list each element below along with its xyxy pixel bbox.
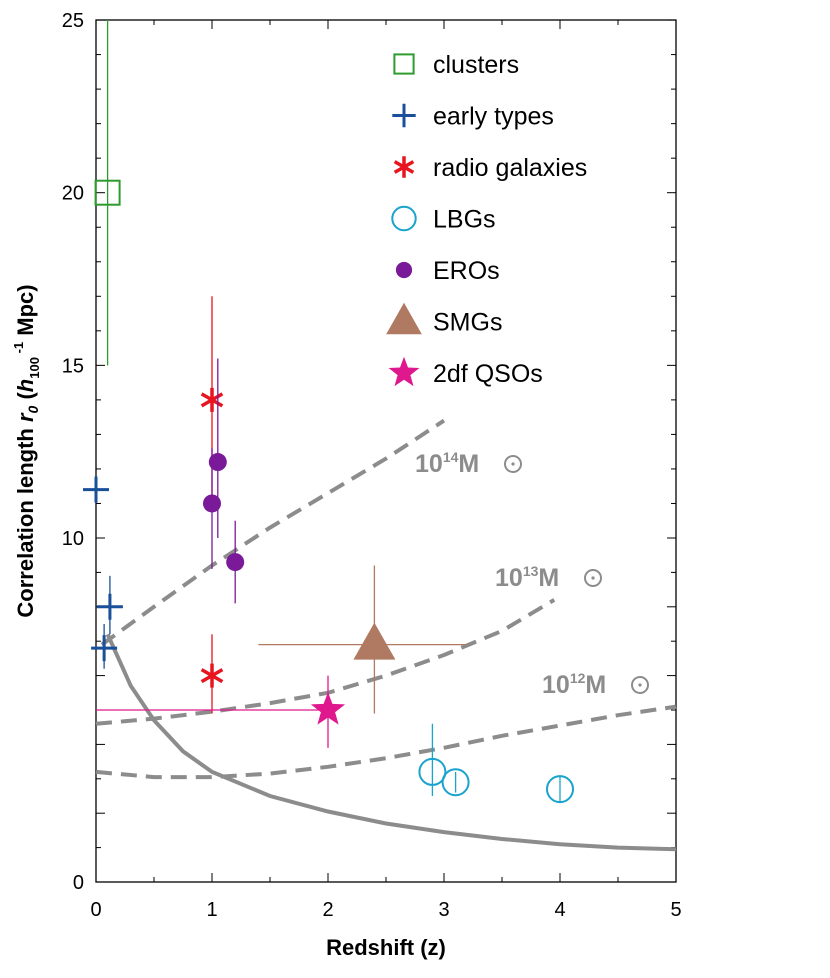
x-tick-label: 5 [670,899,681,921]
legend-label: early types [433,103,554,131]
legend-label: LBGs [433,206,496,234]
legend-label: EROs [433,257,500,285]
plus-marker [96,593,123,620]
sun-symbol-dot [591,576,595,580]
model-curves: 1014M 1013M 1012M [95,418,677,852]
curve-label-13: 1013M [495,563,559,592]
model-curve-12 [95,704,677,780]
open-circle-marker [418,757,447,786]
x-tick-label: 3 [438,899,449,921]
legend-label: clusters [433,51,519,79]
open-circle-marker [391,205,417,232]
star-marker [388,356,420,387]
asterisk-marker [200,663,224,688]
y-tick-label: 0 [73,872,84,894]
asterisk-marker [393,156,415,178]
x-tick-label: 2 [322,899,333,921]
sun-symbol-icon [504,455,522,473]
legend-label: radio galaxies [433,154,587,182]
curve-label-12: 1012M [542,670,606,699]
y-tick-label: 25 [62,10,84,32]
axis-labels: Redshift (z) Correlation length r0 (h100… [11,284,446,960]
sun-symbol-icon [584,569,602,587]
y-tick-label: 15 [62,355,84,377]
y-tick-label: 20 [62,183,84,205]
legend-label: SMGs [433,309,502,337]
triangle-marker [386,302,422,335]
sun-symbol-icon [631,676,649,694]
y-tick-label: 10 [62,528,84,550]
sun-symbol-dot [638,683,642,687]
model-curve-14 [100,418,446,647]
square-marker [94,179,121,206]
star-marker [310,692,346,725]
asterisk-marker [200,387,224,412]
filled-circle-marker [226,553,245,572]
data-points [83,20,574,804]
square-marker [393,53,415,75]
y-axis-title: Correlation length r0 (h100 -1 Mpc) [11,284,42,617]
legend-label: 2df QSOs [433,360,543,388]
plus-marker [392,103,416,128]
x-tick-label: 4 [554,899,565,921]
x-tick-label: 1 [206,899,217,921]
axis-ticks: 0 1 2 3 4 5 0 10 15 20 25 [62,10,682,921]
filled-circle-marker [203,494,221,513]
sun-symbol-dot [511,462,515,466]
curve-label-14: 1014M [415,449,479,478]
x-tick-label: 0 [90,899,101,921]
plus-marker [91,635,118,662]
filled-circle-marker [395,261,413,279]
open-circle-marker [546,775,574,804]
plus-marker [83,476,109,503]
triangle-marker [353,622,396,660]
open-circle-marker [441,768,470,797]
x-axis-title: Redshift (z) [326,935,446,960]
power-law-curve [105,633,677,852]
filled-circle-marker [208,453,227,472]
legend: clusters early types radio galaxies LBGs ERO… [386,51,587,388]
